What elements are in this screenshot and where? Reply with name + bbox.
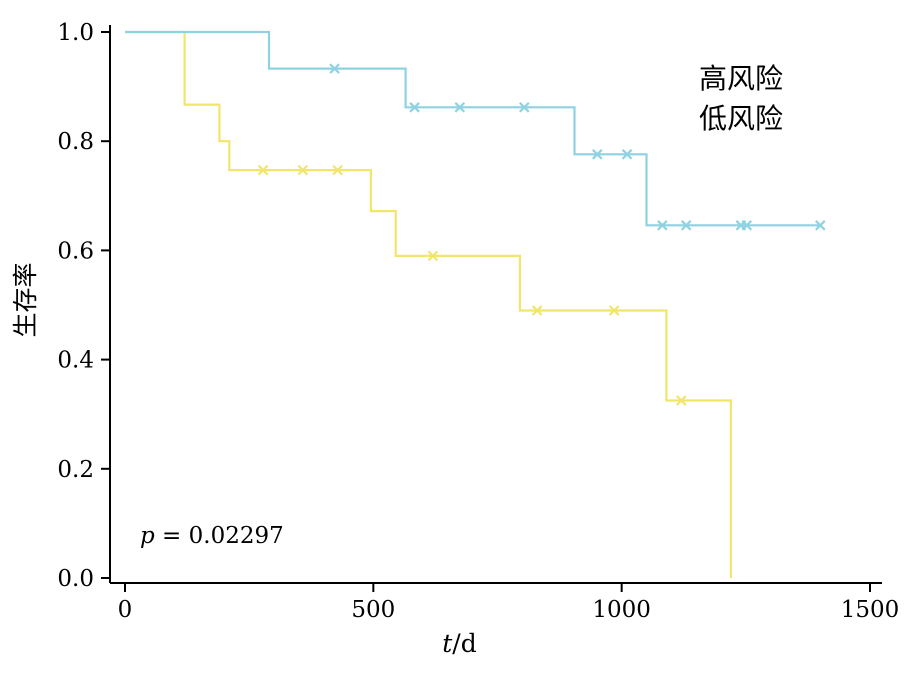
km-curve-0 [125, 30, 732, 578]
y-tick-label: 0.8 [57, 129, 94, 155]
x-tick-label: 1000 [592, 597, 651, 623]
p-value-annotation: p = 0.02297 [140, 523, 284, 549]
censor-mark-1 [621, 149, 633, 160]
censor-mark-1 [329, 63, 340, 74]
censor-mark-1 [657, 220, 668, 231]
censor-mark-0 [531, 305, 543, 316]
censor-mark-1 [815, 220, 826, 231]
y-tick-label: 0.4 [57, 348, 94, 374]
censor-mark-1 [592, 149, 603, 160]
censor-mark-0 [427, 250, 439, 262]
x-axis-label: t/d [442, 629, 476, 658]
censor-mark-1 [454, 102, 466, 113]
legend-label-0: 高风险 [699, 62, 783, 95]
km-curve-1 [125, 30, 821, 227]
y-tick-label: 0.6 [57, 238, 94, 264]
censor-mark-1 [519, 102, 530, 113]
y-tick-label: 0.0 [57, 566, 94, 592]
x-tick-label: 500 [351, 597, 395, 623]
censor-mark-0 [257, 164, 269, 176]
censor-mark-0 [608, 305, 620, 316]
censor-mark-0 [676, 395, 687, 406]
y-tick-label: 0.2 [57, 457, 94, 483]
legend-label-1: 低风险 [699, 102, 783, 135]
censor-mark-0 [332, 164, 343, 176]
censor-mark-0 [297, 164, 309, 176]
censor-mark-1 [741, 220, 753, 231]
y-tick-label: 1.0 [57, 20, 94, 46]
x-tick-label: 1500 [841, 597, 900, 623]
x-tick-label: 0 [118, 597, 133, 623]
censor-mark-1 [409, 102, 420, 113]
y-axis-label: 生存率 [11, 262, 40, 337]
censor-mark-1 [680, 220, 692, 231]
